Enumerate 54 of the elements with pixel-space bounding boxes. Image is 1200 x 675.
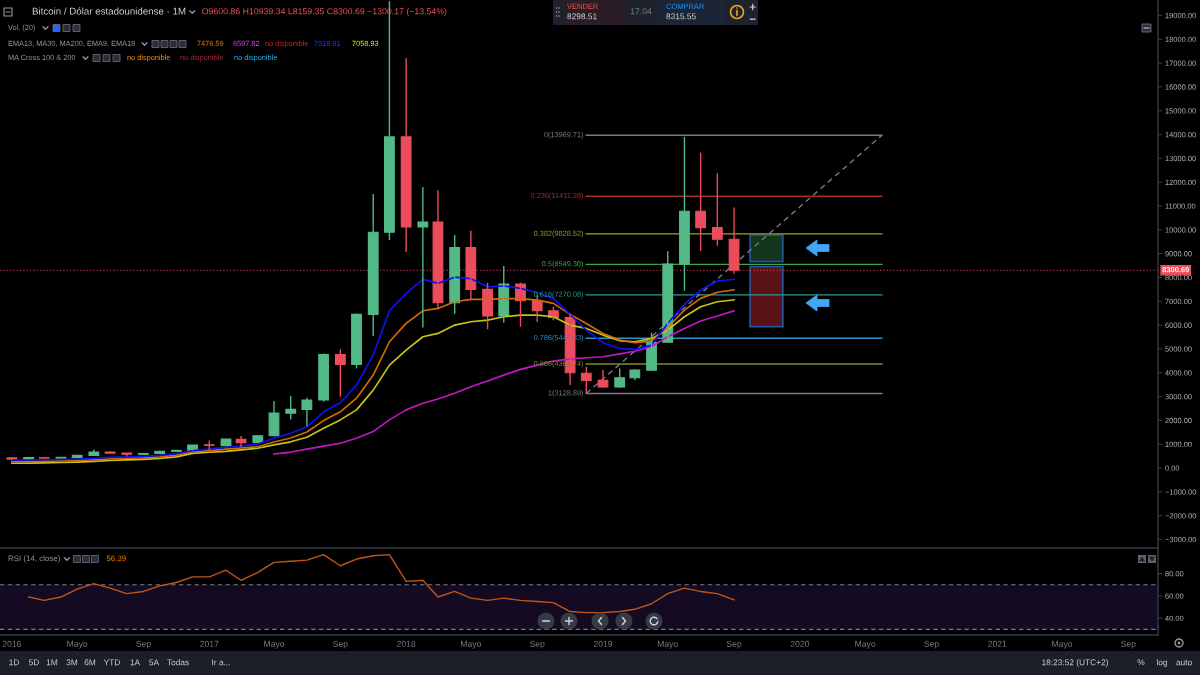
x-tick-label: Mayo [264, 640, 285, 649]
candlestick [417, 186, 429, 329]
text: Ir a... [212, 659, 230, 666]
text: 3M [66, 659, 78, 666]
candlestick [695, 151, 707, 252]
candlestick [614, 367, 626, 389]
candlestick [679, 136, 690, 292]
text: % [1137, 659, 1145, 666]
x-tick-label: Sep [1121, 640, 1136, 649]
text: 6M [84, 659, 96, 666]
text: 5D [29, 659, 39, 666]
text: 18:23:52 (UTC+2) [1042, 659, 1108, 667]
x-tick-label: 2016 [2, 640, 22, 647]
annotation: 8315.55 [666, 13, 696, 20]
x-tick-label: 2018 [396, 640, 416, 647]
x-tick-label: Sep [726, 640, 742, 649]
candlestick [334, 348, 346, 398]
text: 5A [149, 659, 160, 666]
annotation: 17.04 [630, 8, 652, 15]
x-tick-label: Sep [136, 640, 151, 649]
annotation: 8298.51 [567, 13, 597, 20]
x-tick-label: Mayo [855, 640, 876, 649]
text: log [1157, 659, 1168, 667]
x-tick-label: Sep [333, 640, 348, 649]
x-tick-label: Sep [924, 640, 939, 649]
x-tick-label: 2020 [790, 640, 810, 647]
x-tick-label: Mayo [461, 640, 482, 649]
candlestick [88, 448, 100, 457]
text: 1D [9, 659, 19, 666]
candlestick [711, 172, 723, 247]
text: 1A [130, 659, 141, 666]
text: 1M [46, 659, 58, 666]
text: YTD [103, 659, 120, 666]
text: auto [1176, 659, 1192, 666]
x-tick-label: Mayo [67, 640, 88, 649]
candlestick [597, 369, 609, 389]
x-tick-label: Sep [529, 640, 545, 649]
candlestick [351, 312, 362, 370]
text: Todas [167, 659, 189, 666]
candlestick [367, 193, 379, 337]
x-tick-label: Mayo [657, 640, 678, 649]
x-tick-label: 2021 [988, 640, 1007, 647]
text: Bitcoin / Dólar estadounidense · 1M [32, 7, 186, 15]
candlestick [318, 352, 330, 403]
line-series [273, 310, 735, 455]
x-tick-label: 2019 [593, 640, 613, 647]
candlestick [55, 456, 67, 459]
x-tick-label: Mayo [1052, 640, 1073, 649]
candlestick [220, 438, 232, 448]
candlestick [71, 454, 83, 458]
candlestick [104, 450, 116, 455]
x-tick-label: 2017 [200, 640, 219, 647]
candlestick [285, 395, 297, 421]
candlestick [170, 449, 182, 453]
